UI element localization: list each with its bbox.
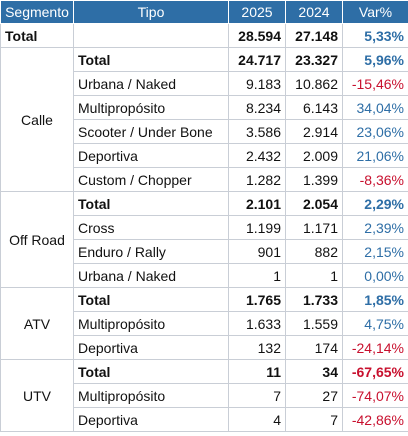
table-row: Enduro / Rally 901 882 2,15% [1,239,408,264]
var-cell: 0,00% [342,263,408,288]
header-tipo: Tipo [73,0,229,24]
var-cell: 4,75% [342,311,408,336]
value-2024-cell: 34 [285,359,343,384]
segment-label: UTV [0,359,74,432]
var-cell: 2,29% [342,191,408,216]
table-row: Multipropósito 7 27 -74,07% [1,383,408,408]
table-row: Multipropósito 1.633 1.559 4,75% [1,311,408,336]
value-2025-cell: 1.199 [228,215,286,240]
segment-total-row: ATV Total 1.765 1.733 1,85% [0,287,408,360]
tipo-cell: Total [73,359,229,384]
tipo-cell: Deportiva [73,335,229,360]
value-2024-cell: 882 [285,239,343,264]
value-2024-cell: 2.054 [285,191,343,216]
table-row: Deportiva 2.432 2.009 21,06% [1,143,408,168]
header-2024: 2024 [285,0,343,24]
grand-total-tipo [73,23,229,48]
var-cell: -8,36% [342,167,408,192]
table-row: Multipropósito 8.234 6.143 34,04% [1,95,408,120]
header-segmento: Segmento [0,0,74,24]
value-2024-cell: 1.171 [285,215,343,240]
value-2025-cell: 11 [228,359,286,384]
header-var: Var% [342,0,408,24]
value-2025-cell: 24.717 [228,47,286,72]
tipo-cell: Custom / Chopper [73,167,229,192]
table-row: Scooter / Under Bone 3.586 2.914 23,06% [1,119,408,144]
value-2025-cell: 901 [228,239,286,264]
var-cell: 23,06% [342,119,408,144]
value-2025-cell: 132 [228,335,286,360]
var-cell: -67,65% [342,359,408,384]
value-2025-cell: 9.183 [228,71,286,96]
segment-label: ATV [0,287,74,360]
tipo-cell: Total [73,287,229,312]
var-cell: -42,86% [342,407,408,432]
tipo-cell: Deportiva [73,143,229,168]
table-row: Custom / Chopper 1.282 1.399 -8,36% [1,167,408,192]
var-cell: 34,04% [342,95,408,120]
value-2025-cell: 2.101 [228,191,286,216]
var-cell: 1,85% [342,287,408,312]
var-cell: 21,06% [342,143,408,168]
tipo-cell: Urbana / Naked [73,263,229,288]
tipo-cell: Total [73,47,229,72]
value-2024-cell: 23.327 [285,47,343,72]
tipo-cell: Multipropósito [73,311,229,336]
value-2025-cell: 7 [228,383,286,408]
value-2024-cell: 2.914 [285,119,343,144]
var-cell: -24,14% [342,335,408,360]
value-2024-cell: 1.733 [285,287,343,312]
grand-total-2025: 28.594 [228,23,286,48]
tipo-cell: Urbana / Naked [73,71,229,96]
var-cell: 2,39% [342,215,408,240]
segment-total-row: UTV Total 11 34 -67,65% [0,359,408,432]
tipo-cell: Total [73,191,229,216]
value-2025-cell: 1.282 [228,167,286,192]
var-cell: -74,07% [342,383,408,408]
segment-total-row: Off Road Total 2.101 2.054 2,29% [0,191,408,288]
header-2025: 2025 [228,0,286,24]
value-2024-cell: 7 [285,407,343,432]
value-2024-cell: 2.009 [285,143,343,168]
header-row: Segmento Tipo 2025 2024 Var% [0,0,408,24]
table-row: Deportiva 4 7 -42,86% [1,407,408,432]
var-cell: 5,96% [342,47,408,72]
value-2025-cell: 3.586 [228,119,286,144]
tipo-cell: Multipropósito [73,383,229,408]
table-row: Urbana / Naked 9.183 10.862 -15,46% [1,71,408,96]
value-2024-cell: 1.399 [285,167,343,192]
value-2025-cell: 8.234 [228,95,286,120]
value-2024-cell: 174 [285,335,343,360]
value-2025-cell: 4 [228,407,286,432]
segment-total-row: Calle Total 24.717 23.327 5,96% [0,47,408,192]
value-2024-cell: 27 [285,383,343,408]
table-row: Deportiva 132 174 -24,14% [1,335,408,360]
var-cell: 2,15% [342,239,408,264]
value-2024-cell: 1 [285,263,343,288]
grand-total-row: Total 28.594 27.148 5,33% [0,23,408,48]
value-2025-cell: 1.633 [228,311,286,336]
tipo-cell: Enduro / Rally [73,239,229,264]
segment-label: Off Road [0,191,74,288]
table-row: Cross 1.199 1.171 2,39% [1,215,408,240]
grand-total-label: Total [0,23,74,48]
value-2024-cell: 6.143 [285,95,343,120]
tipo-cell: Cross [73,215,229,240]
grand-total-var: 5,33% [342,23,408,48]
value-2025-cell: 2.432 [228,143,286,168]
value-2025-cell: 1 [228,263,286,288]
var-cell: -15,46% [342,71,408,96]
table-row: Urbana / Naked 1 1 0,00% [1,263,408,288]
value-2024-cell: 1.559 [285,311,343,336]
tipo-cell: Scooter / Under Bone [73,119,229,144]
tipo-cell: Deportiva [73,407,229,432]
segment-label: Calle [0,47,74,192]
grand-total-2024: 27.148 [285,23,343,48]
value-2024-cell: 10.862 [285,71,343,96]
value-2025-cell: 1.765 [228,287,286,312]
tipo-cell: Multipropósito [73,95,229,120]
